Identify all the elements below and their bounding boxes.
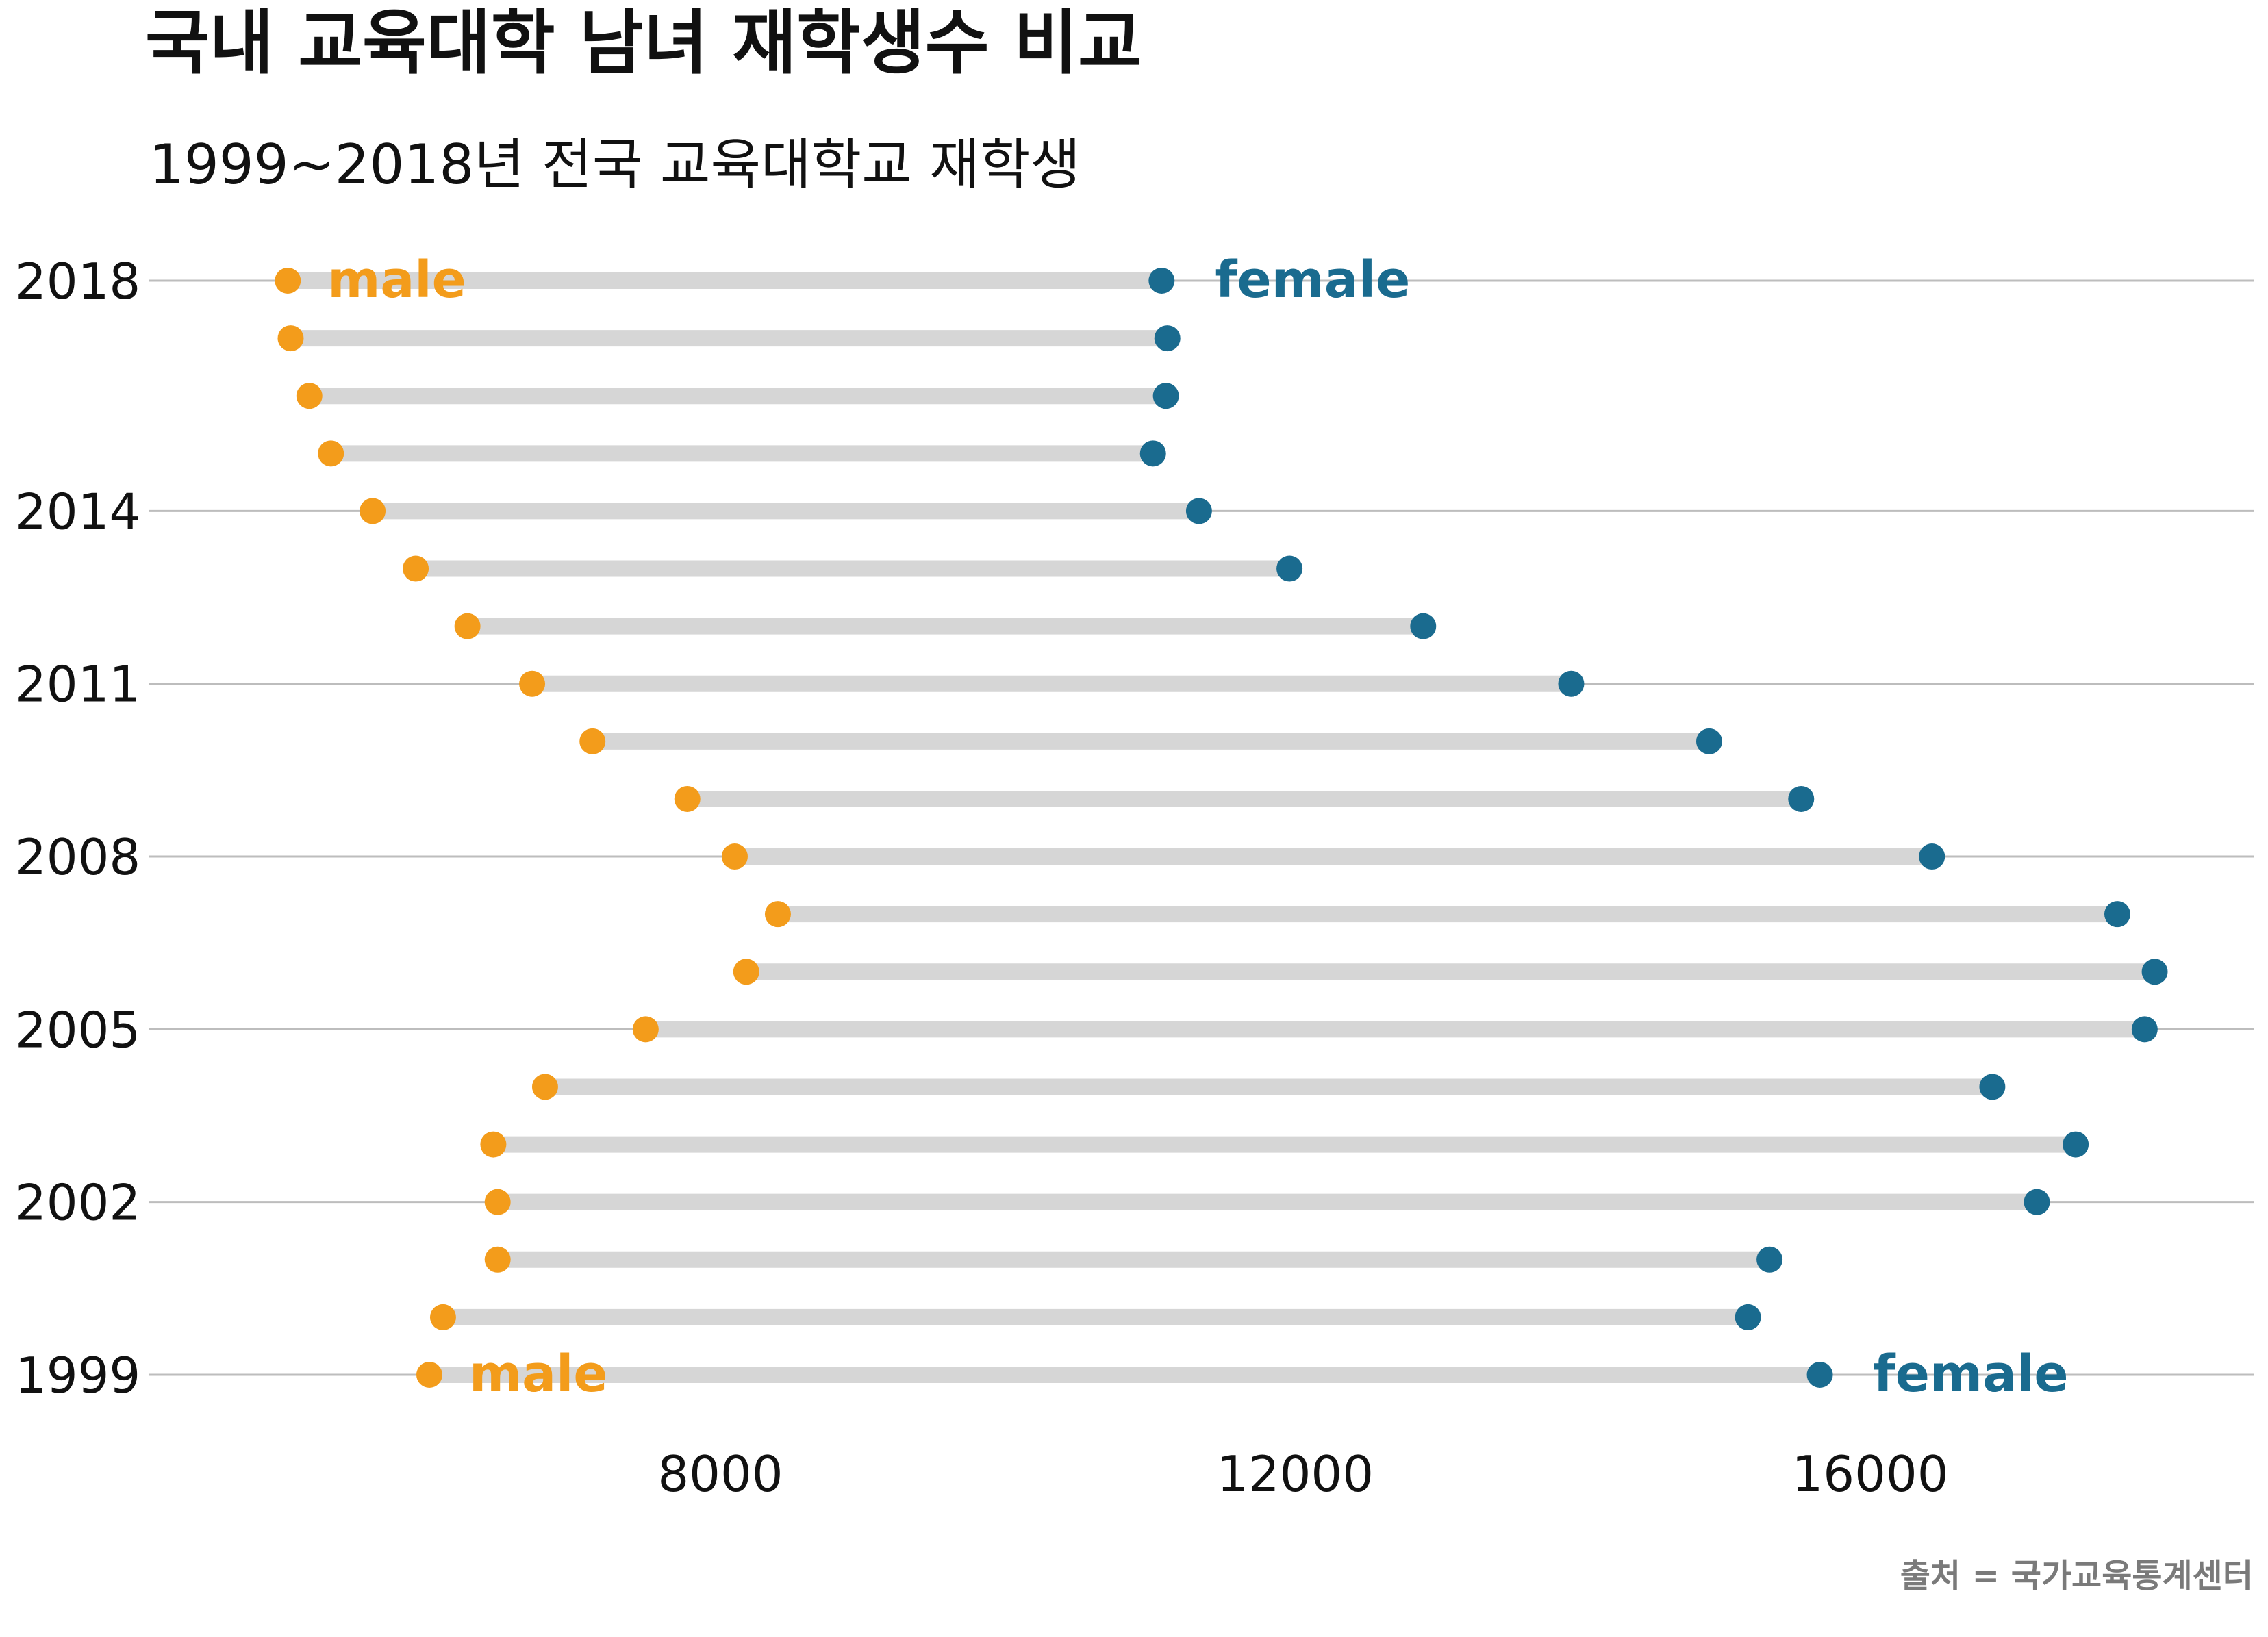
male-point-2011 bbox=[519, 670, 546, 697]
x-tick-16000: 16000 bbox=[1791, 1445, 1948, 1503]
male-point-2012 bbox=[454, 613, 481, 639]
female-point-2005 bbox=[2131, 1016, 2158, 1043]
male-point-2016 bbox=[296, 383, 323, 409]
female-point-2006 bbox=[2141, 959, 2168, 985]
female-point-2007 bbox=[2104, 901, 2130, 928]
male-point-2009 bbox=[674, 785, 701, 812]
female-point-2008 bbox=[1919, 843, 1945, 870]
female-label-2018: female bbox=[1215, 251, 1410, 309]
x-tick-12000: 12000 bbox=[1217, 1445, 1374, 1503]
female-point-2011 bbox=[1558, 670, 1585, 697]
data-points bbox=[275, 268, 2168, 1388]
gridlines bbox=[149, 279, 2254, 1376]
female-point-2013 bbox=[1276, 555, 1303, 582]
female-point-2002 bbox=[2024, 1189, 2050, 1215]
y-tick-2008: 2008 bbox=[15, 828, 140, 886]
y-axis-ticks: 2018 2014 2011 2008 2005 2002 1999 bbox=[15, 253, 140, 1404]
male-point-2010 bbox=[579, 728, 606, 754]
female-point-2001 bbox=[1756, 1246, 1783, 1273]
source-caption: 출처 = 국가교육통계센터 bbox=[1900, 1557, 2253, 1595]
series-labels: male female male female bbox=[327, 251, 2068, 1404]
y-tick-2011: 2011 bbox=[15, 656, 140, 713]
male-point-2013 bbox=[403, 555, 429, 582]
female-point-2009 bbox=[1788, 785, 1815, 812]
male-point-2014 bbox=[360, 498, 386, 524]
male-point-2018 bbox=[275, 268, 301, 294]
y-tick-2002: 2002 bbox=[15, 1174, 140, 1232]
female-point-2014 bbox=[1185, 498, 1212, 524]
y-tick-2018: 2018 bbox=[15, 253, 140, 310]
female-point-2015 bbox=[1139, 440, 1166, 467]
female-point-1999 bbox=[1806, 1362, 1833, 1388]
dumbbell-segments bbox=[288, 272, 2155, 1383]
male-point-2000 bbox=[429, 1304, 456, 1330]
female-point-2003 bbox=[2063, 1131, 2089, 1158]
male-point-2006 bbox=[733, 959, 759, 985]
female-point-2012 bbox=[1410, 613, 1437, 639]
x-axis-ticks: 8000 12000 16000 bbox=[657, 1445, 1948, 1503]
male-label-1999: male bbox=[469, 1345, 608, 1404]
male-point-2008 bbox=[721, 843, 748, 870]
male-point-2004 bbox=[531, 1074, 558, 1100]
male-point-2015 bbox=[318, 440, 344, 467]
x-tick-8000: 8000 bbox=[657, 1445, 783, 1503]
male-point-2002 bbox=[484, 1189, 511, 1215]
male-point-2007 bbox=[764, 901, 791, 928]
y-tick-2014: 2014 bbox=[15, 483, 140, 540]
female-point-2000 bbox=[1735, 1304, 1761, 1330]
y-tick-1999: 1999 bbox=[15, 1347, 140, 1404]
female-label-1999: female bbox=[1874, 1345, 2069, 1404]
male-label-2018: male bbox=[327, 251, 466, 309]
female-point-2017 bbox=[1154, 325, 1181, 352]
male-point-2017 bbox=[277, 325, 304, 352]
male-point-2001 bbox=[484, 1246, 511, 1273]
female-point-2010 bbox=[1696, 728, 1722, 754]
y-tick-2005: 2005 bbox=[15, 1001, 140, 1058]
male-point-1999 bbox=[416, 1362, 443, 1388]
male-point-2005 bbox=[632, 1016, 659, 1043]
male-point-2003 bbox=[480, 1131, 507, 1158]
chart-subtitle: 1999~2018년 전국 교육대학교 재학생 bbox=[149, 133, 1081, 196]
female-point-2016 bbox=[1152, 383, 1179, 409]
female-point-2004 bbox=[1979, 1074, 2006, 1100]
chart-title: 국내 교육대학 남녀 재학생수 비교 bbox=[145, 3, 1142, 84]
female-point-2018 bbox=[1148, 268, 1175, 294]
